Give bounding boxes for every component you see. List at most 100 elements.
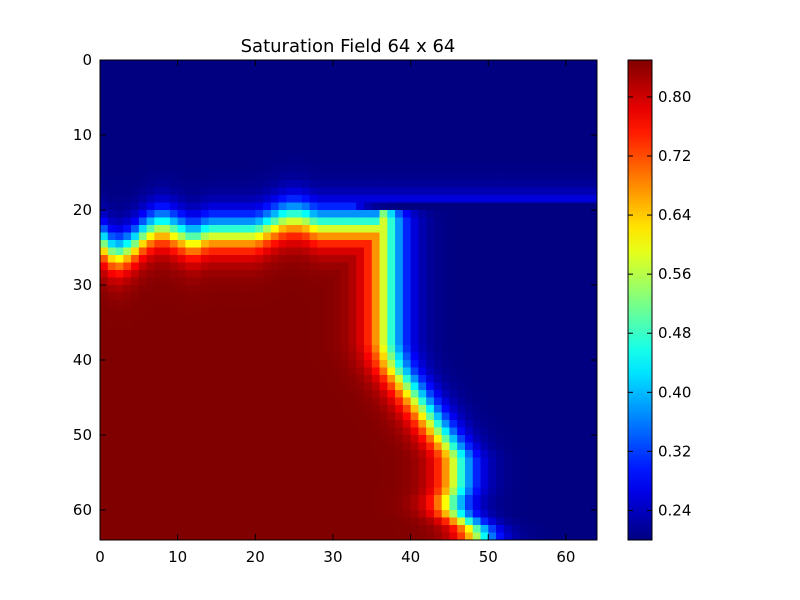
heatmap-cell <box>558 105 567 113</box>
heatmap-cell <box>402 457 412 466</box>
heatmap-cell <box>348 97 357 106</box>
heatmap-cell <box>542 330 551 338</box>
heatmap-cell <box>464 457 474 466</box>
heatmap-cell <box>301 375 311 383</box>
heatmap-cell <box>534 502 544 511</box>
heatmap-cell <box>138 232 147 241</box>
heatmap-cell <box>278 517 287 526</box>
heatmap-cell <box>348 435 357 443</box>
heatmap-cell <box>247 472 256 481</box>
heatmap-cell <box>239 450 248 458</box>
heatmap-cell <box>317 292 326 301</box>
heatmap-cell <box>519 240 528 248</box>
heatmap-cell <box>348 285 357 293</box>
heatmap-cell <box>193 382 202 391</box>
heatmap-cell <box>340 240 349 248</box>
heatmap-cell <box>364 135 373 143</box>
heatmap-cell <box>449 457 458 466</box>
heatmap-cell <box>232 172 241 181</box>
heatmap-cell <box>270 300 280 308</box>
heatmap-cell <box>433 75 443 83</box>
heatmap-cell <box>457 405 466 413</box>
heatmap-cell <box>162 517 171 526</box>
heatmap-cell <box>177 315 186 323</box>
heatmap-cell <box>534 427 544 436</box>
heatmap-cell <box>558 67 567 76</box>
heatmap-cell <box>131 307 140 316</box>
heatmap-cell <box>138 292 147 301</box>
heatmap-cell <box>488 232 497 241</box>
heatmap-cell <box>410 97 419 106</box>
heatmap-cell <box>472 120 481 128</box>
heatmap-cell <box>356 90 365 98</box>
heatmap-cell <box>527 337 536 346</box>
heatmap-cell <box>488 390 497 398</box>
heatmap-cell <box>364 420 373 428</box>
heatmap-cell <box>107 157 116 166</box>
heatmap-cell <box>301 345 311 353</box>
heatmap-cell <box>247 277 256 286</box>
heatmap-cell <box>558 435 567 443</box>
heatmap-cell <box>107 517 116 526</box>
heatmap-cell <box>550 472 559 481</box>
heatmap-cell <box>364 517 373 526</box>
heatmap-cell <box>496 495 505 503</box>
heatmap-cell <box>115 112 124 121</box>
heatmap-cell <box>232 247 241 256</box>
heatmap-cell <box>100 300 109 308</box>
heatmap-cell <box>472 532 481 541</box>
heatmap-cell <box>294 247 303 256</box>
heatmap-cell <box>270 112 280 121</box>
heatmap-cell <box>138 382 147 391</box>
heatmap-cell <box>534 210 544 218</box>
heatmap-cell <box>527 480 536 488</box>
heatmap-cell <box>317 352 326 361</box>
heatmap-cell <box>286 82 295 91</box>
heatmap-cell <box>348 360 357 368</box>
heatmap-cell <box>581 240 590 248</box>
heatmap-cell <box>162 82 171 91</box>
heatmap-cell <box>286 315 295 323</box>
heatmap-cell <box>364 495 373 503</box>
heatmap-cell <box>472 67 481 76</box>
heatmap-cell <box>573 532 582 541</box>
heatmap-cell <box>449 247 458 256</box>
heatmap-cell <box>503 412 512 421</box>
heatmap-cell <box>278 135 287 143</box>
heatmap-cell <box>224 315 233 323</box>
heatmap-cell <box>278 240 287 248</box>
heatmap-cell <box>418 480 427 488</box>
heatmap-cell <box>138 435 147 443</box>
heatmap-cell <box>441 517 450 526</box>
heatmap-cell <box>581 367 590 376</box>
heatmap-cell <box>146 150 155 158</box>
heatmap-cell <box>480 345 489 353</box>
heatmap-cell <box>472 75 481 83</box>
heatmap-cell <box>472 97 481 106</box>
heatmap-cell <box>131 202 140 211</box>
heatmap-cell <box>169 105 179 113</box>
heatmap-cell <box>503 232 512 241</box>
heatmap-cell <box>379 322 388 331</box>
heatmap-cell <box>154 135 163 143</box>
heatmap-cell <box>348 135 357 143</box>
heatmap-cell <box>364 510 373 518</box>
heatmap-cell <box>270 367 280 376</box>
heatmap-cell <box>558 262 567 271</box>
heatmap-cell <box>480 322 489 331</box>
heatmap-cell <box>542 270 551 278</box>
heatmap-cell <box>123 495 132 503</box>
heatmap-cell <box>309 300 318 308</box>
heatmap-cell <box>379 457 388 466</box>
heatmap-cell <box>503 435 512 443</box>
heatmap-cell <box>224 322 233 331</box>
heatmap-cell <box>239 330 248 338</box>
heatmap-cell <box>371 510 380 518</box>
heatmap-cell <box>177 397 186 406</box>
heatmap-cell <box>162 202 171 211</box>
heatmap-cell <box>270 255 280 263</box>
heatmap-cell <box>270 502 280 511</box>
heatmap-cell <box>418 172 427 181</box>
heatmap-cell <box>534 487 544 496</box>
heatmap-cell <box>565 307 575 316</box>
